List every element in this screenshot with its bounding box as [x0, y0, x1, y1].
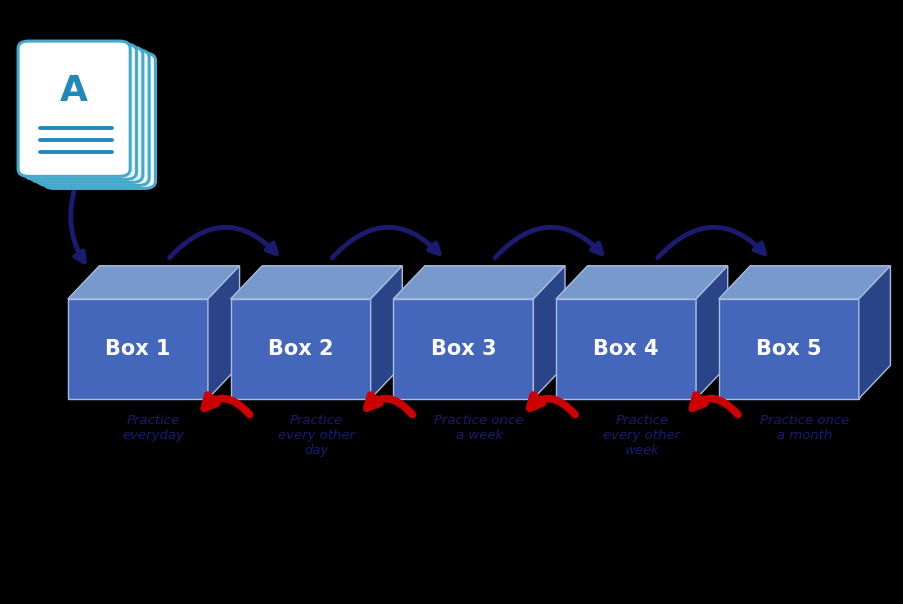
Text: Practice once
a month: Practice once a month	[759, 414, 848, 442]
Polygon shape	[370, 266, 402, 399]
Polygon shape	[393, 299, 533, 399]
Text: Box 4: Box 4	[592, 339, 658, 359]
Text: Practice once
a week: Practice once a week	[434, 414, 523, 442]
Text: Box 3: Box 3	[430, 339, 496, 359]
Polygon shape	[858, 266, 889, 399]
Polygon shape	[718, 299, 858, 399]
Polygon shape	[718, 266, 889, 299]
FancyBboxPatch shape	[31, 47, 143, 182]
FancyBboxPatch shape	[18, 41, 130, 176]
FancyBboxPatch shape	[24, 44, 136, 179]
Text: Practice
every other
week: Practice every other week	[602, 414, 680, 457]
Text: Practice
everyday: Practice everyday	[123, 414, 184, 442]
Polygon shape	[230, 266, 402, 299]
Text: Box 2: Box 2	[267, 339, 333, 359]
Polygon shape	[533, 266, 564, 399]
Polygon shape	[555, 266, 727, 299]
Polygon shape	[230, 299, 370, 399]
Polygon shape	[695, 266, 727, 399]
Text: Box 5: Box 5	[755, 339, 821, 359]
Polygon shape	[555, 299, 695, 399]
Text: A: A	[61, 74, 88, 108]
FancyBboxPatch shape	[43, 53, 155, 188]
FancyBboxPatch shape	[37, 50, 149, 185]
Polygon shape	[68, 266, 239, 299]
Polygon shape	[208, 266, 239, 399]
Text: Practice
every other
day: Practice every other day	[277, 414, 355, 457]
Polygon shape	[68, 299, 208, 399]
Text: Box 1: Box 1	[105, 339, 171, 359]
Polygon shape	[393, 266, 564, 299]
